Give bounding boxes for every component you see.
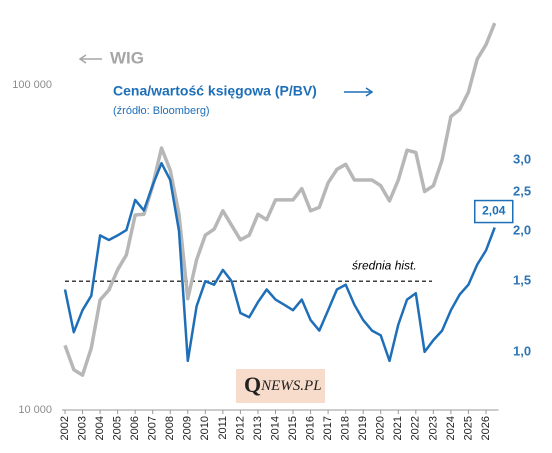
x-tick-label: 2025 — [462, 416, 474, 440]
x-tick-label: 2016 — [304, 416, 316, 440]
x-tick-label: 2012 — [234, 416, 246, 440]
x-tick-label: 2020 — [375, 416, 387, 440]
series-line — [63, 161, 496, 363]
x-tick-label: 2002 — [59, 416, 71, 440]
y-tick-label: 100 000 — [12, 79, 52, 91]
x-tick-label: 2013 — [252, 416, 264, 440]
y2-tick-label: 2,0 — [513, 222, 531, 237]
x-tick-label: 2022 — [410, 416, 422, 440]
x-tick-label: 2007 — [147, 416, 159, 440]
x-tick-label: 2005 — [112, 416, 124, 440]
source-note: (źródło: Bloomberg) — [113, 105, 210, 117]
y2-tick-label: 1,0 — [513, 343, 531, 358]
x-tick-label: 2010 — [199, 416, 211, 440]
legend-wig: WIG — [110, 48, 144, 67]
x-tick-label: 2008 — [164, 416, 176, 440]
x-tick-label: 2006 — [129, 416, 141, 440]
x-tick-label: 2014 — [269, 416, 281, 440]
reference-label: średnia hist. — [352, 258, 417, 272]
logo: QNEWS.PL — [244, 372, 322, 397]
logo-box — [236, 369, 325, 403]
callout-label: 2,04 — [482, 204, 506, 218]
legend-arrow-left — [78, 54, 102, 64]
x-tick-label: 2015 — [287, 416, 299, 440]
x-tick-label: 2003 — [76, 416, 88, 440]
series-line — [63, 22, 497, 377]
logo-q: Q — [244, 372, 261, 397]
x-tick-label: 2021 — [392, 416, 404, 440]
y2-tick-label: 2,5 — [513, 184, 531, 199]
y-tick-label: 10 000 — [18, 404, 52, 416]
x-tick-label: 2017 — [322, 416, 334, 440]
logo-text: NEWS.PL — [260, 378, 321, 394]
x-tick-label: 2004 — [94, 416, 106, 440]
x-tick-label: 2018 — [340, 416, 352, 440]
x-tick-label: 2011 — [217, 416, 229, 440]
x-tick-label: 2024 — [445, 416, 457, 440]
x-tick-label: 2019 — [357, 416, 369, 440]
x-tick-label: 2026 — [480, 416, 492, 440]
x-tick-label: 2009 — [182, 416, 194, 440]
legend-pbv: Cena/wartość księgowa (P/BV) — [113, 83, 317, 99]
y2-tick-label: 3,0 — [513, 152, 531, 167]
x-tick-label: 2023 — [427, 416, 439, 440]
legend-arrow-right — [344, 87, 374, 97]
y2-tick-label: 1,5 — [513, 273, 531, 288]
callout-box — [473, 199, 514, 224]
